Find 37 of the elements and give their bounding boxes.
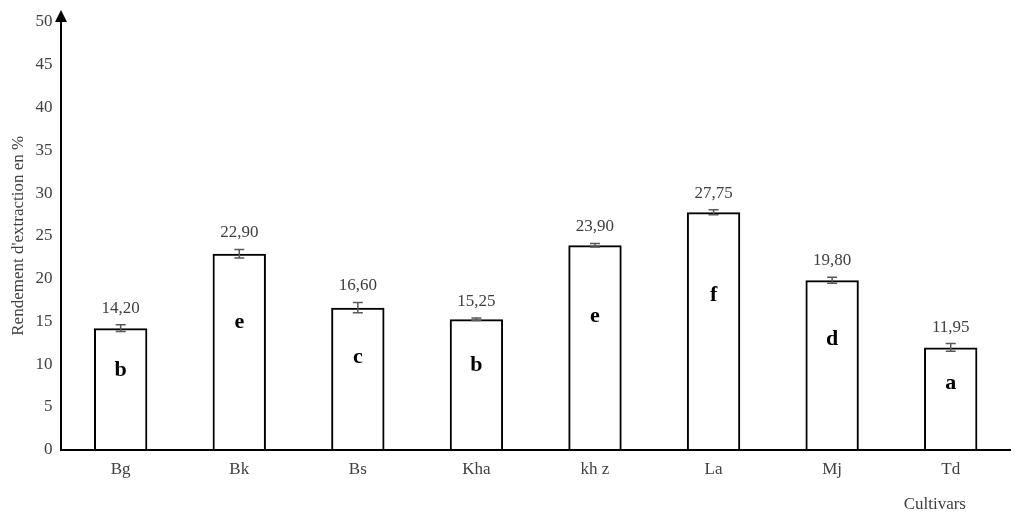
x-tick-label: Kha (462, 459, 492, 479)
y-tick-label: 40 (35, 96, 53, 116)
y-tick-label: 30 (35, 182, 53, 202)
data-label: 14,20 (101, 297, 140, 317)
x-tick-label: Bk (229, 459, 250, 479)
annotation: e (590, 302, 601, 328)
annotation: e (234, 307, 245, 333)
y-tick-label: 50 (35, 11, 53, 31)
x-tick-label: Mj (822, 459, 843, 479)
annotation: b (470, 350, 483, 376)
annotation: d (826, 325, 839, 351)
data-label: 16,60 (338, 275, 377, 295)
x-tick-label: Bg (110, 459, 132, 479)
y-tick-label: 35 (35, 139, 53, 159)
annotation: b (114, 356, 127, 382)
x-tick-label: Td (941, 459, 961, 479)
data-label: 15,25 (457, 290, 496, 310)
x-tick-label: Bs (348, 459, 367, 479)
annotation: f (709, 281, 718, 307)
data-label: 27,75 (694, 182, 733, 202)
annotation: a (945, 368, 957, 394)
y-tick-label: 15 (35, 310, 53, 330)
data-label: 22,90 (220, 222, 259, 242)
x-tick-label: La (704, 459, 723, 479)
y-tick-label: 5 (43, 396, 53, 416)
data-label: 19,80 (813, 250, 852, 270)
data-label: 11,95 (931, 316, 970, 336)
y-axis-title: Rendement d'extraction en % (7, 135, 27, 336)
y-tick-label: 20 (35, 268, 53, 288)
y-tick-label: 10 (35, 353, 53, 373)
y-tick-label: 0 (43, 439, 53, 459)
annotation: c (352, 343, 363, 369)
y-tick-label: 45 (35, 54, 53, 74)
x-tick-label: kh z (580, 459, 610, 479)
y-tick-label: 25 (35, 225, 53, 245)
x-axis-title: Cultivars (903, 494, 966, 514)
data-label: 23,90 (575, 216, 615, 236)
